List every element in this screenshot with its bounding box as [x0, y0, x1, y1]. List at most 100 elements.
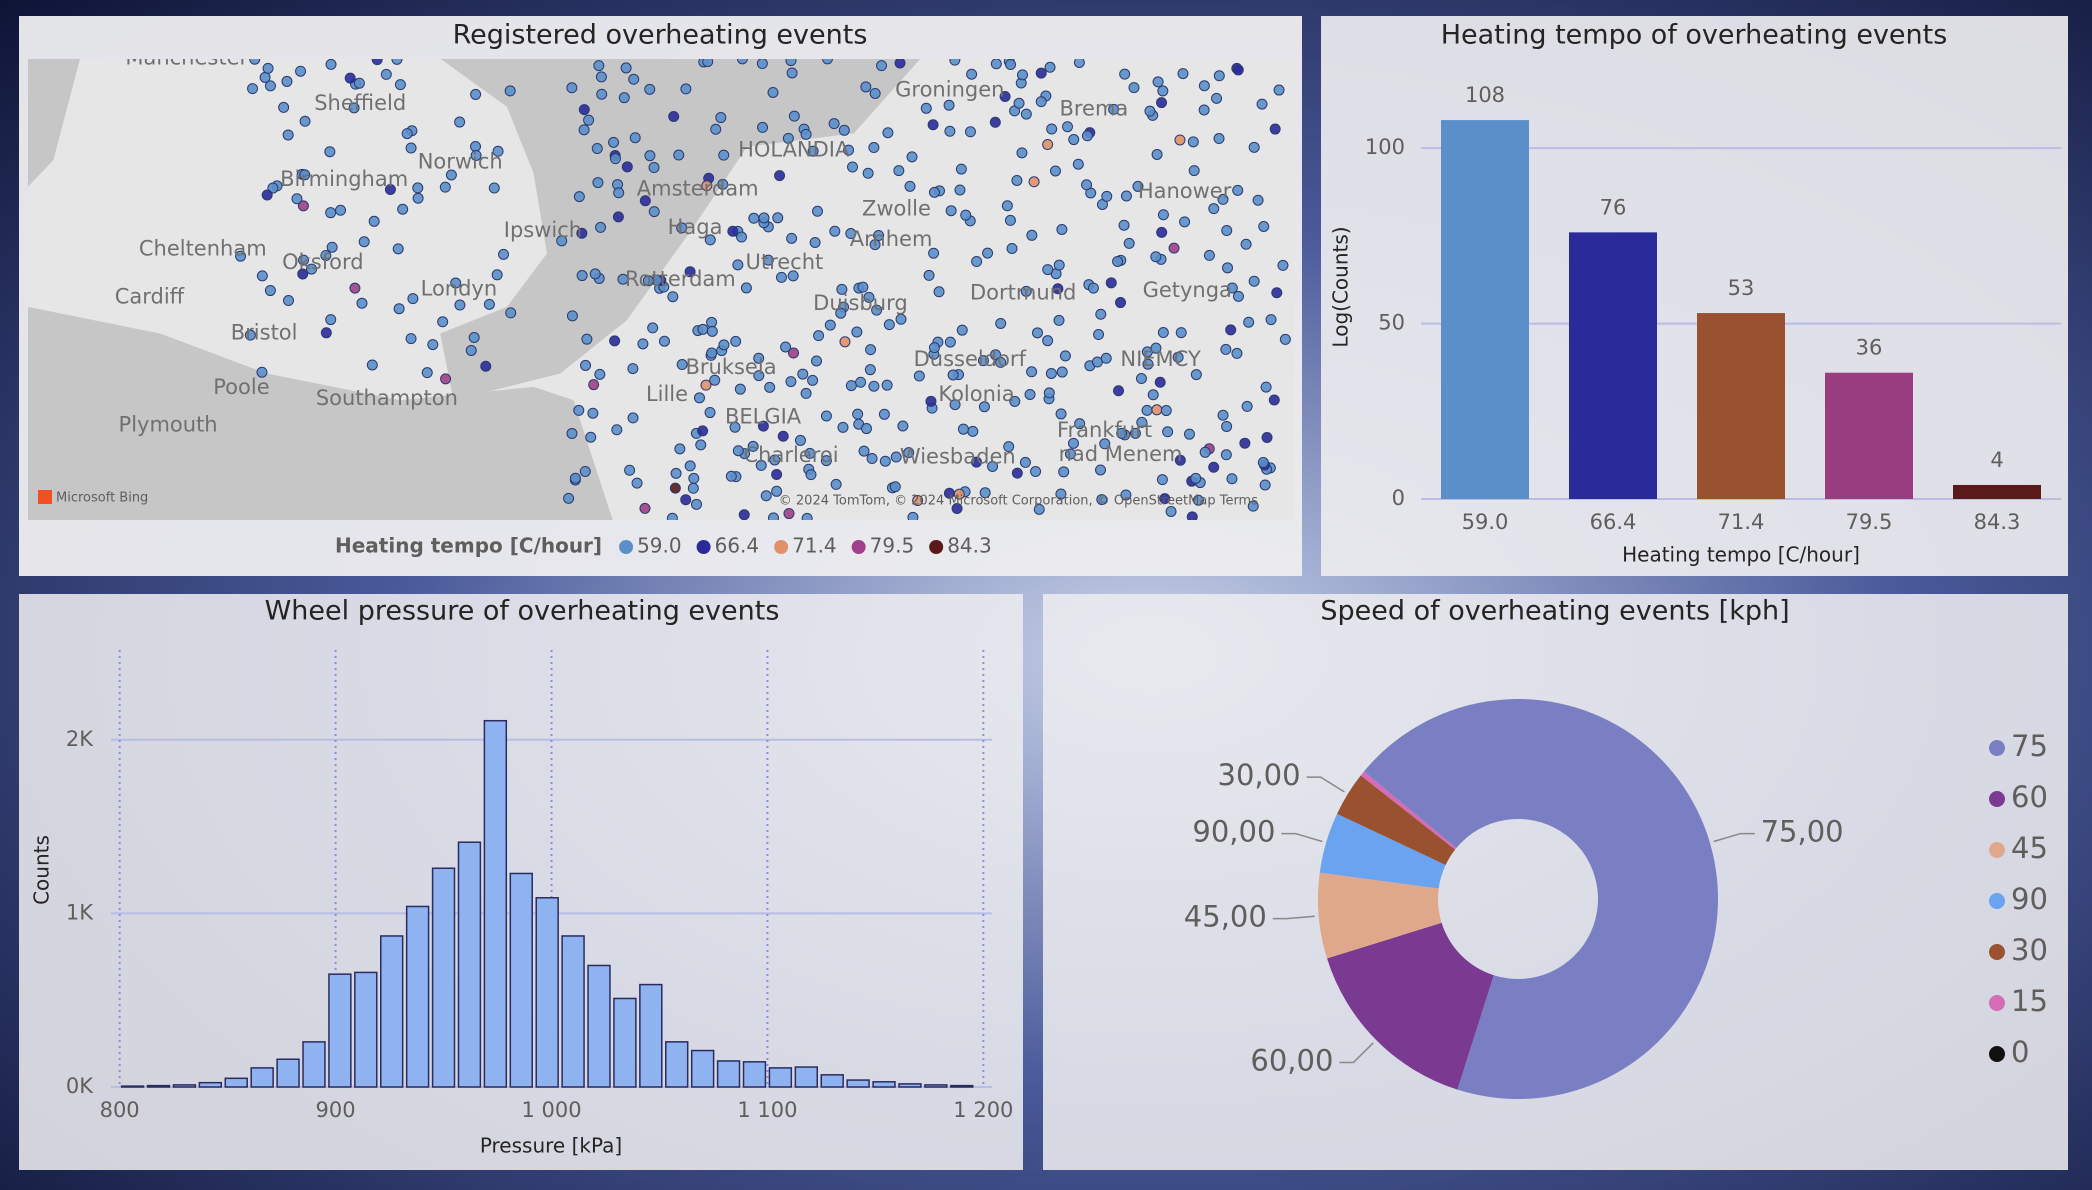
donut-slice[interactable]: [1319, 813, 1446, 889]
map-point: [1119, 68, 1131, 80]
map-point: [299, 169, 311, 181]
histogram-bar[interactable]: [328, 973, 352, 1088]
legend-label[interactable]: 45: [2011, 831, 2048, 865]
histogram-bar[interactable]: [354, 971, 378, 1088]
x-tick-label: 1 100: [737, 1098, 797, 1122]
histogram-bar[interactable]: [561, 935, 585, 1088]
bar[interactable]: [1953, 484, 2041, 499]
map-point: [869, 239, 881, 251]
legend-label[interactable]: 71.4: [792, 534, 837, 558]
histogram-bar[interactable]: [302, 1041, 326, 1088]
histogram-bar[interactable]: [820, 1074, 844, 1088]
histogram-bar[interactable]: [198, 1081, 223, 1088]
histogram-bar[interactable]: [250, 1067, 274, 1088]
map-point: [498, 248, 510, 260]
donut-slice[interactable]: [1318, 872, 1442, 959]
histogram-bar[interactable]: [509, 872, 533, 1088]
map-point: [730, 335, 742, 347]
donut-slice[interactable]: [1363, 698, 1719, 1099]
histogram-bar[interactable]: [276, 1058, 300, 1088]
legend-label[interactable]: 30: [2011, 933, 2048, 967]
legend-marker[interactable]: [1989, 791, 2005, 807]
bar[interactable]: [1697, 313, 1785, 499]
histogram-bar[interactable]: [950, 1084, 974, 1088]
map-point: [1273, 84, 1285, 96]
histogram-bar[interactable]: [665, 1041, 689, 1088]
map-point: [864, 364, 876, 376]
legend-marker[interactable]: [1989, 893, 2005, 909]
map-point: [774, 170, 786, 182]
map-point: [811, 355, 823, 367]
map-point: [1136, 416, 1148, 428]
histogram-bar[interactable]: [742, 1061, 767, 1088]
histogram-bar[interactable]: [716, 1060, 741, 1088]
histogram-bar[interactable]: [846, 1079, 870, 1088]
map-point: [1248, 141, 1260, 153]
legend-marker[interactable]: [1989, 944, 2005, 960]
histogram-bar[interactable]: [120, 1085, 145, 1088]
legend-label[interactable]: 84.3: [947, 534, 992, 558]
legend-marker[interactable]: [774, 540, 789, 554]
histogram-bar[interactable]: [146, 1084, 171, 1088]
legend-marker[interactable]: [1989, 1046, 2005, 1062]
map-point: [579, 465, 591, 477]
legend-label[interactable]: 90: [2011, 882, 2048, 916]
legend-label[interactable]: 0: [2011, 1035, 2029, 1069]
donut-slice[interactable]: [1337, 775, 1456, 865]
map-point: [903, 447, 915, 459]
map-point: [1056, 223, 1068, 235]
legend-marker[interactable]: [1989, 995, 2005, 1011]
map-point: [878, 408, 890, 420]
histogram-bar[interactable]: [639, 983, 663, 1088]
legend-label[interactable]: 59.0: [637, 534, 682, 558]
map-point: [437, 316, 449, 328]
map[interactable]: Manchester Sheffield Groningen Brema Norwich…: [28, 46, 1294, 524]
histogram-bar[interactable]: [924, 1084, 948, 1088]
legend-label[interactable]: 75: [2011, 729, 2048, 763]
map-point: [1221, 420, 1233, 432]
map-point: [1033, 503, 1045, 515]
map-point: [855, 376, 867, 388]
legend-marker[interactable]: [696, 540, 711, 554]
y-tick-label: 2K: [66, 727, 94, 751]
legend-marker[interactable]: [1989, 740, 2005, 756]
legend-marker[interactable]: [1989, 842, 2005, 858]
histogram-bar[interactable]: [483, 719, 508, 1088]
histogram-bar[interactable]: [457, 841, 482, 1088]
histogram-bar[interactable]: [405, 905, 430, 1088]
histogram-bar[interactable]: [794, 1066, 819, 1088]
legend-marker[interactable]: [851, 540, 866, 554]
legend-marker[interactable]: [619, 540, 634, 554]
map-point: [783, 508, 795, 520]
place-label: HOLANDIA: [738, 138, 850, 162]
legend-label[interactable]: 66.4: [715, 534, 760, 558]
map-point: [857, 281, 869, 293]
histogram-bar[interactable]: [224, 1077, 248, 1088]
donut-slice[interactable]: [1327, 922, 1494, 1090]
y-axis-title: Counts: [30, 835, 54, 905]
legend-label[interactable]: 15: [2011, 984, 2048, 1018]
map-point: [368, 215, 380, 227]
histogram-bar[interactable]: [898, 1083, 922, 1088]
map-point: [648, 206, 660, 218]
histogram-bar[interactable]: [690, 1049, 715, 1088]
map-point: [797, 368, 809, 380]
bar[interactable]: [1441, 120, 1529, 499]
bar[interactable]: [1825, 372, 1913, 499]
histogram-bar[interactable]: [872, 1081, 896, 1088]
bar[interactable]: [1569, 232, 1657, 499]
legend-marker[interactable]: [929, 540, 944, 554]
map-point: [644, 83, 656, 95]
histogram-bar[interactable]: [768, 1067, 793, 1088]
donut-slice[interactable]: [1360, 771, 1457, 850]
map-point: [1211, 92, 1223, 104]
legend-label[interactable]: 79.5: [870, 534, 915, 558]
histogram-bar[interactable]: [535, 897, 559, 1088]
histogram-bar[interactable]: [431, 867, 456, 1088]
histogram-bar[interactable]: [380, 935, 404, 1088]
histogram-bar[interactable]: [613, 997, 637, 1088]
histogram-bar[interactable]: [172, 1084, 197, 1088]
map-point: [786, 232, 798, 244]
histogram-bar[interactable]: [587, 964, 611, 1088]
legend-label[interactable]: 60: [2011, 780, 2048, 814]
